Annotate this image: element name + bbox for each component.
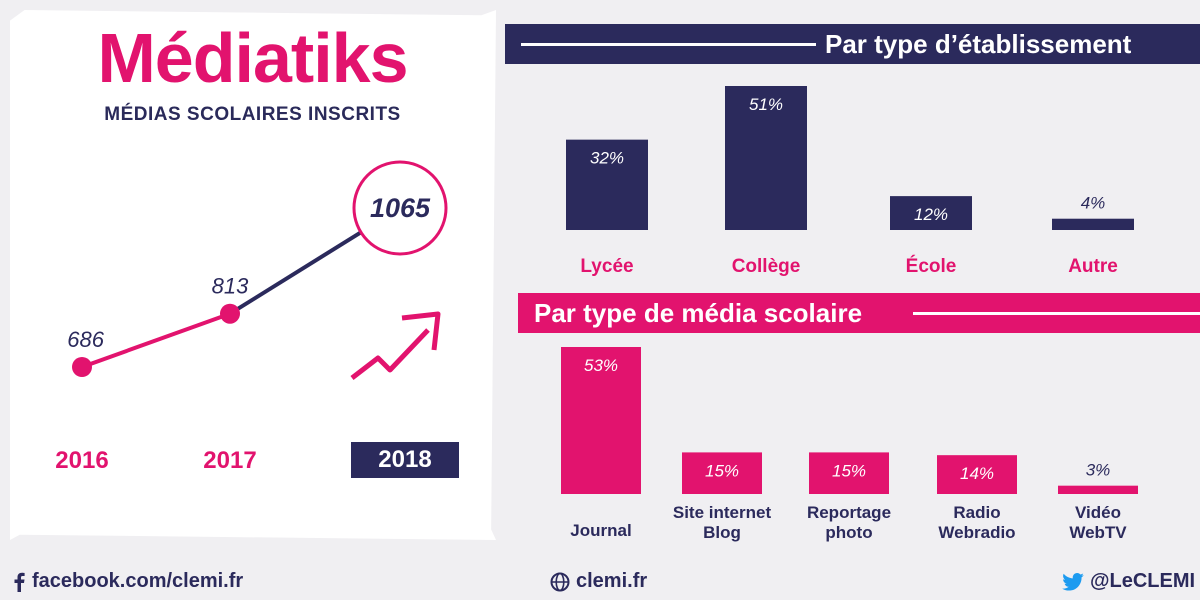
data-point	[220, 303, 240, 324]
year-label-2017: 2017	[203, 447, 257, 474]
bar-value-label: 53%	[584, 356, 618, 375]
website-link[interactable]: clemi.fr	[576, 570, 648, 592]
bar	[561, 347, 641, 494]
category-label: Collège	[732, 256, 801, 277]
category-label: Lycée	[580, 256, 633, 277]
facebook-icon	[14, 572, 25, 592]
subtitle: MÉDIAS SCOLAIRES INSCRITS	[104, 104, 401, 125]
category-label: WebTV	[1069, 523, 1127, 542]
year-label-2016: 2016	[55, 447, 109, 474]
trend-arrow-icon	[350, 311, 441, 380]
bar-value-label: 15%	[705, 461, 739, 480]
category-label: Radio	[953, 503, 1000, 522]
brand-title: Médiatiks	[97, 19, 409, 97]
bar	[725, 86, 807, 230]
bar-value-label: 15%	[832, 461, 866, 480]
data-point	[72, 357, 92, 377]
bar-value-label: 4%	[1081, 194, 1106, 213]
header-rule	[913, 312, 1200, 315]
category-label: Vidéo	[1075, 503, 1121, 522]
bar-charts: 32% Lycée 51% Collège 12% École 4% Autre 53% Jour…	[561, 86, 1138, 542]
bar-value-label: 3%	[1086, 461, 1111, 480]
facebook-link[interactable]: facebook.com/clemi.fr	[32, 570, 244, 592]
data-label: 1065	[370, 193, 431, 223]
bar-value-label: 51%	[749, 95, 783, 114]
category-label: École	[906, 255, 957, 277]
globe-icon	[550, 572, 570, 591]
footer-twitter[interactable]: @LeCLEMI	[1062, 570, 1195, 593]
bar-value-label: 32%	[590, 149, 624, 168]
bar	[1052, 218, 1134, 230]
bar	[890, 196, 972, 230]
category-label: Reportage	[807, 503, 891, 522]
bar	[1058, 485, 1138, 494]
category-label: Site internet	[673, 503, 772, 522]
category-label: photo	[825, 523, 872, 542]
line-segment	[81, 311, 231, 369]
twitter-link[interactable]: @LeCLEMI	[1090, 570, 1196, 592]
category-label: Autre	[1068, 256, 1118, 277]
highlight-circle	[352, 160, 448, 256]
growth-line-chart: 686 813 1065	[67, 160, 448, 380]
category-label: Blog	[703, 523, 741, 542]
header-etablissement-title: Par type d’établissement	[825, 29, 1132, 59]
bar	[937, 455, 1017, 494]
category-label: Journal	[570, 521, 631, 540]
data-label: 813	[212, 274, 249, 299]
data-label: 686	[67, 327, 104, 352]
line-segment	[228, 230, 362, 316]
bar	[809, 452, 889, 494]
bar-value-label: 12%	[914, 205, 948, 224]
bar	[566, 139, 648, 230]
category-label: Webradio	[938, 523, 1015, 542]
header-rule	[521, 43, 816, 46]
header-etablissement: Par type d’établissement	[505, 24, 1200, 64]
year-label-2018: 2018	[351, 442, 459, 478]
header-media: Par type de média scolaire	[518, 293, 1200, 333]
twitter-icon	[1062, 572, 1084, 591]
bar	[682, 452, 762, 494]
header-media-title: Par type de média scolaire	[534, 298, 863, 328]
footer-facebook[interactable]: facebook.com/clemi.fr	[12, 570, 243, 593]
footer-website[interactable]: clemi.fr	[550, 570, 647, 593]
bar-value-label: 14%	[960, 464, 994, 483]
